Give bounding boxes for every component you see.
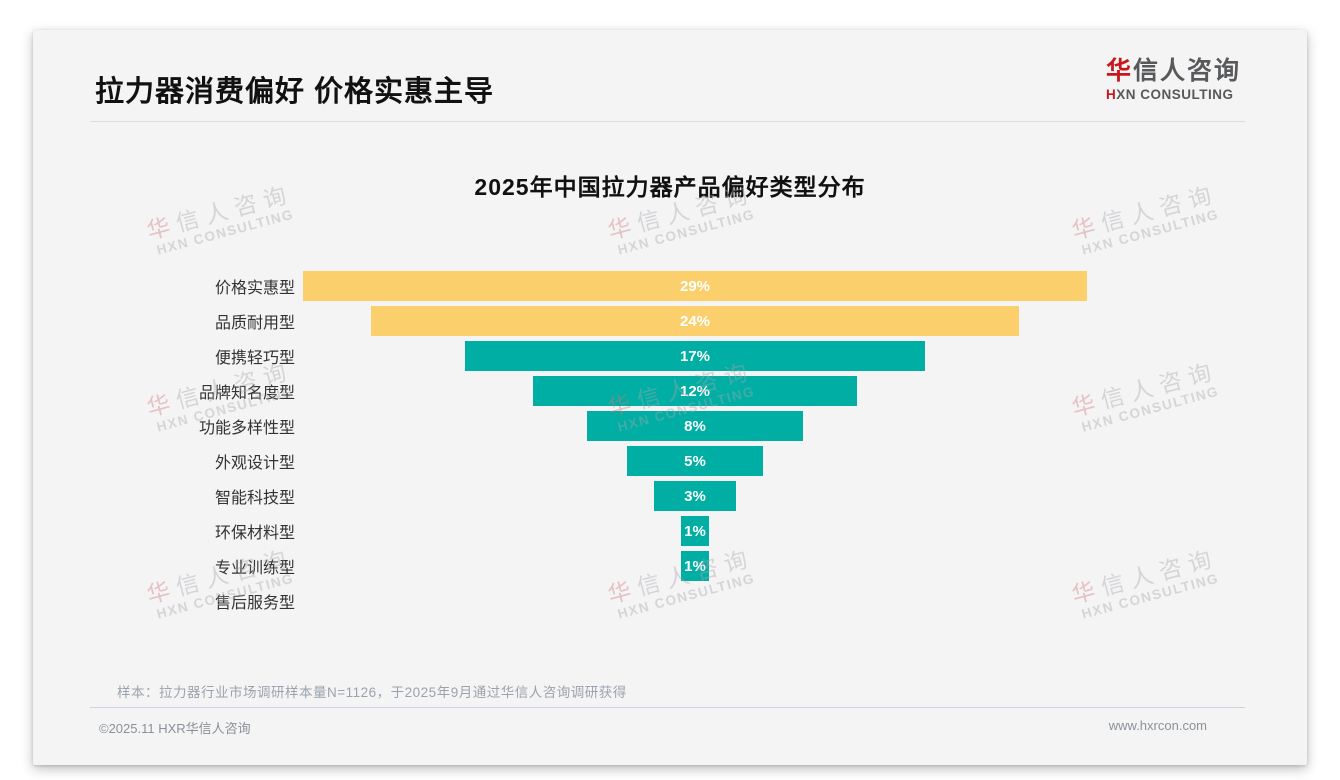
logo-cn-first-char: 华 <box>1105 57 1133 85</box>
footer-website: www.hxrcon.com <box>1108 718 1207 733</box>
bar-value-label: 8% <box>684 417 706 435</box>
bar-zone: 5% <box>303 446 1087 476</box>
chart-row: 外观设计型 5% <box>33 446 1307 476</box>
bar: 8% <box>586 411 804 441</box>
logo-en-first-char: H <box>1105 86 1117 102</box>
chart-row: 功能多样性型 8% <box>33 411 1307 441</box>
bar: 24% <box>370 306 1020 336</box>
watermark-en-text: HXN CONSULTING <box>616 206 757 259</box>
bar-value-label: 12% <box>679 382 711 400</box>
watermark-en-text: HXN CONSULTING <box>1080 206 1221 259</box>
chart-row: 品质耐用型 24% <box>33 306 1307 336</box>
chart-row: 便携轻巧型 17% <box>33 341 1307 371</box>
bar-value-label: 5% <box>684 452 706 470</box>
bar-zone: 1% <box>303 551 1087 581</box>
bar-value-label: 3% <box>684 487 706 505</box>
bar-zone <box>303 586 1087 616</box>
category-label: 品质耐用型 <box>214 315 295 332</box>
watermark-cn-first-char: 华 <box>1069 211 1105 245</box>
chart-row: 专业训练型 1% <box>33 551 1307 581</box>
watermark-cn-first-char: 华 <box>144 211 180 245</box>
logo-cn-rest: 信人咨询 <box>1132 57 1241 85</box>
company-logo: 华信人咨询 HXN CONSULTING <box>1105 57 1241 103</box>
bar: 3% <box>654 481 736 511</box>
bar-zone: 3% <box>303 481 1087 511</box>
bar: 17% <box>465 341 925 371</box>
footer-divider <box>90 707 1245 708</box>
bar-zone: 1% <box>303 516 1087 546</box>
footer: ©2025.11 HXR华信人咨询 www.hxrcon.com <box>33 718 1307 737</box>
category-label: 专业训练型 <box>214 560 295 577</box>
chart-row: 价格实惠型 29% <box>33 271 1307 301</box>
chart-title: 2025年中国拉力器产品偏好类型分布 <box>474 174 866 200</box>
bar: 5% <box>627 446 763 476</box>
watermark-cn-first-char: 华 <box>605 211 641 245</box>
bar-zone: 12% <box>303 376 1087 406</box>
bar-value-label: 17% <box>679 347 710 365</box>
bar-value-label: 1% <box>684 522 706 540</box>
logo-en-text: HXN CONSULTING <box>1105 86 1241 103</box>
category-label: 外观设计型 <box>214 455 295 472</box>
watermark-en-text: HXN CONSULTING <box>155 206 296 259</box>
chart-row: 品牌知名度型 12% <box>33 376 1307 406</box>
category-label: 便携轻巧型 <box>214 350 295 367</box>
header-divider <box>90 121 1245 122</box>
bar: 1% <box>681 551 709 581</box>
page-title: 拉力器消费偏好 价格实惠主导 <box>95 76 495 108</box>
chart-row: 售后服务型 <box>33 586 1307 616</box>
footer-copyright: ©2025.11 HXR华信人咨询 <box>99 721 251 736</box>
category-label: 功能多样性型 <box>198 420 295 437</box>
bar-zone: 8% <box>303 411 1087 441</box>
category-label: 环保材料型 <box>214 525 295 542</box>
category-label: 品牌知名度型 <box>198 385 295 402</box>
category-label: 售后服务型 <box>214 595 295 612</box>
bar-value-label: 29% <box>679 277 711 295</box>
category-label: 智能科技型 <box>214 490 295 507</box>
bar-zone: 29% <box>303 271 1087 301</box>
bar-zone: 24% <box>303 306 1087 336</box>
bar: 29% <box>303 271 1087 301</box>
category-label: 价格实惠型 <box>214 280 295 297</box>
bar: 1% <box>681 516 709 546</box>
logo-cn-text: 华信人咨询 <box>1105 57 1241 86</box>
sample-note: 样本：拉力器行业市场调研样本量N=1126，于2025年9月通过华信人咨询调研获… <box>117 685 627 700</box>
report-card: 拉力器消费偏好 价格实惠主导 华信人咨询 HXN CONSULTING 2025… <box>33 30 1307 765</box>
chart-row: 环保材料型 1% <box>33 516 1307 546</box>
funnel-chart: 价格实惠型 29% 品质耐用型 24% 便携轻巧型 17% 品牌知名度型 12% 功能多样性型 8… <box>33 271 1307 621</box>
bar-value-label: 1% <box>684 557 706 575</box>
bar: 12% <box>532 376 858 406</box>
bar-zone: 17% <box>303 341 1087 371</box>
bar-value-label: 24% <box>679 312 711 330</box>
chart-row: 智能科技型 3% <box>33 481 1307 511</box>
logo-en-rest: XN CONSULTING <box>1116 86 1234 102</box>
